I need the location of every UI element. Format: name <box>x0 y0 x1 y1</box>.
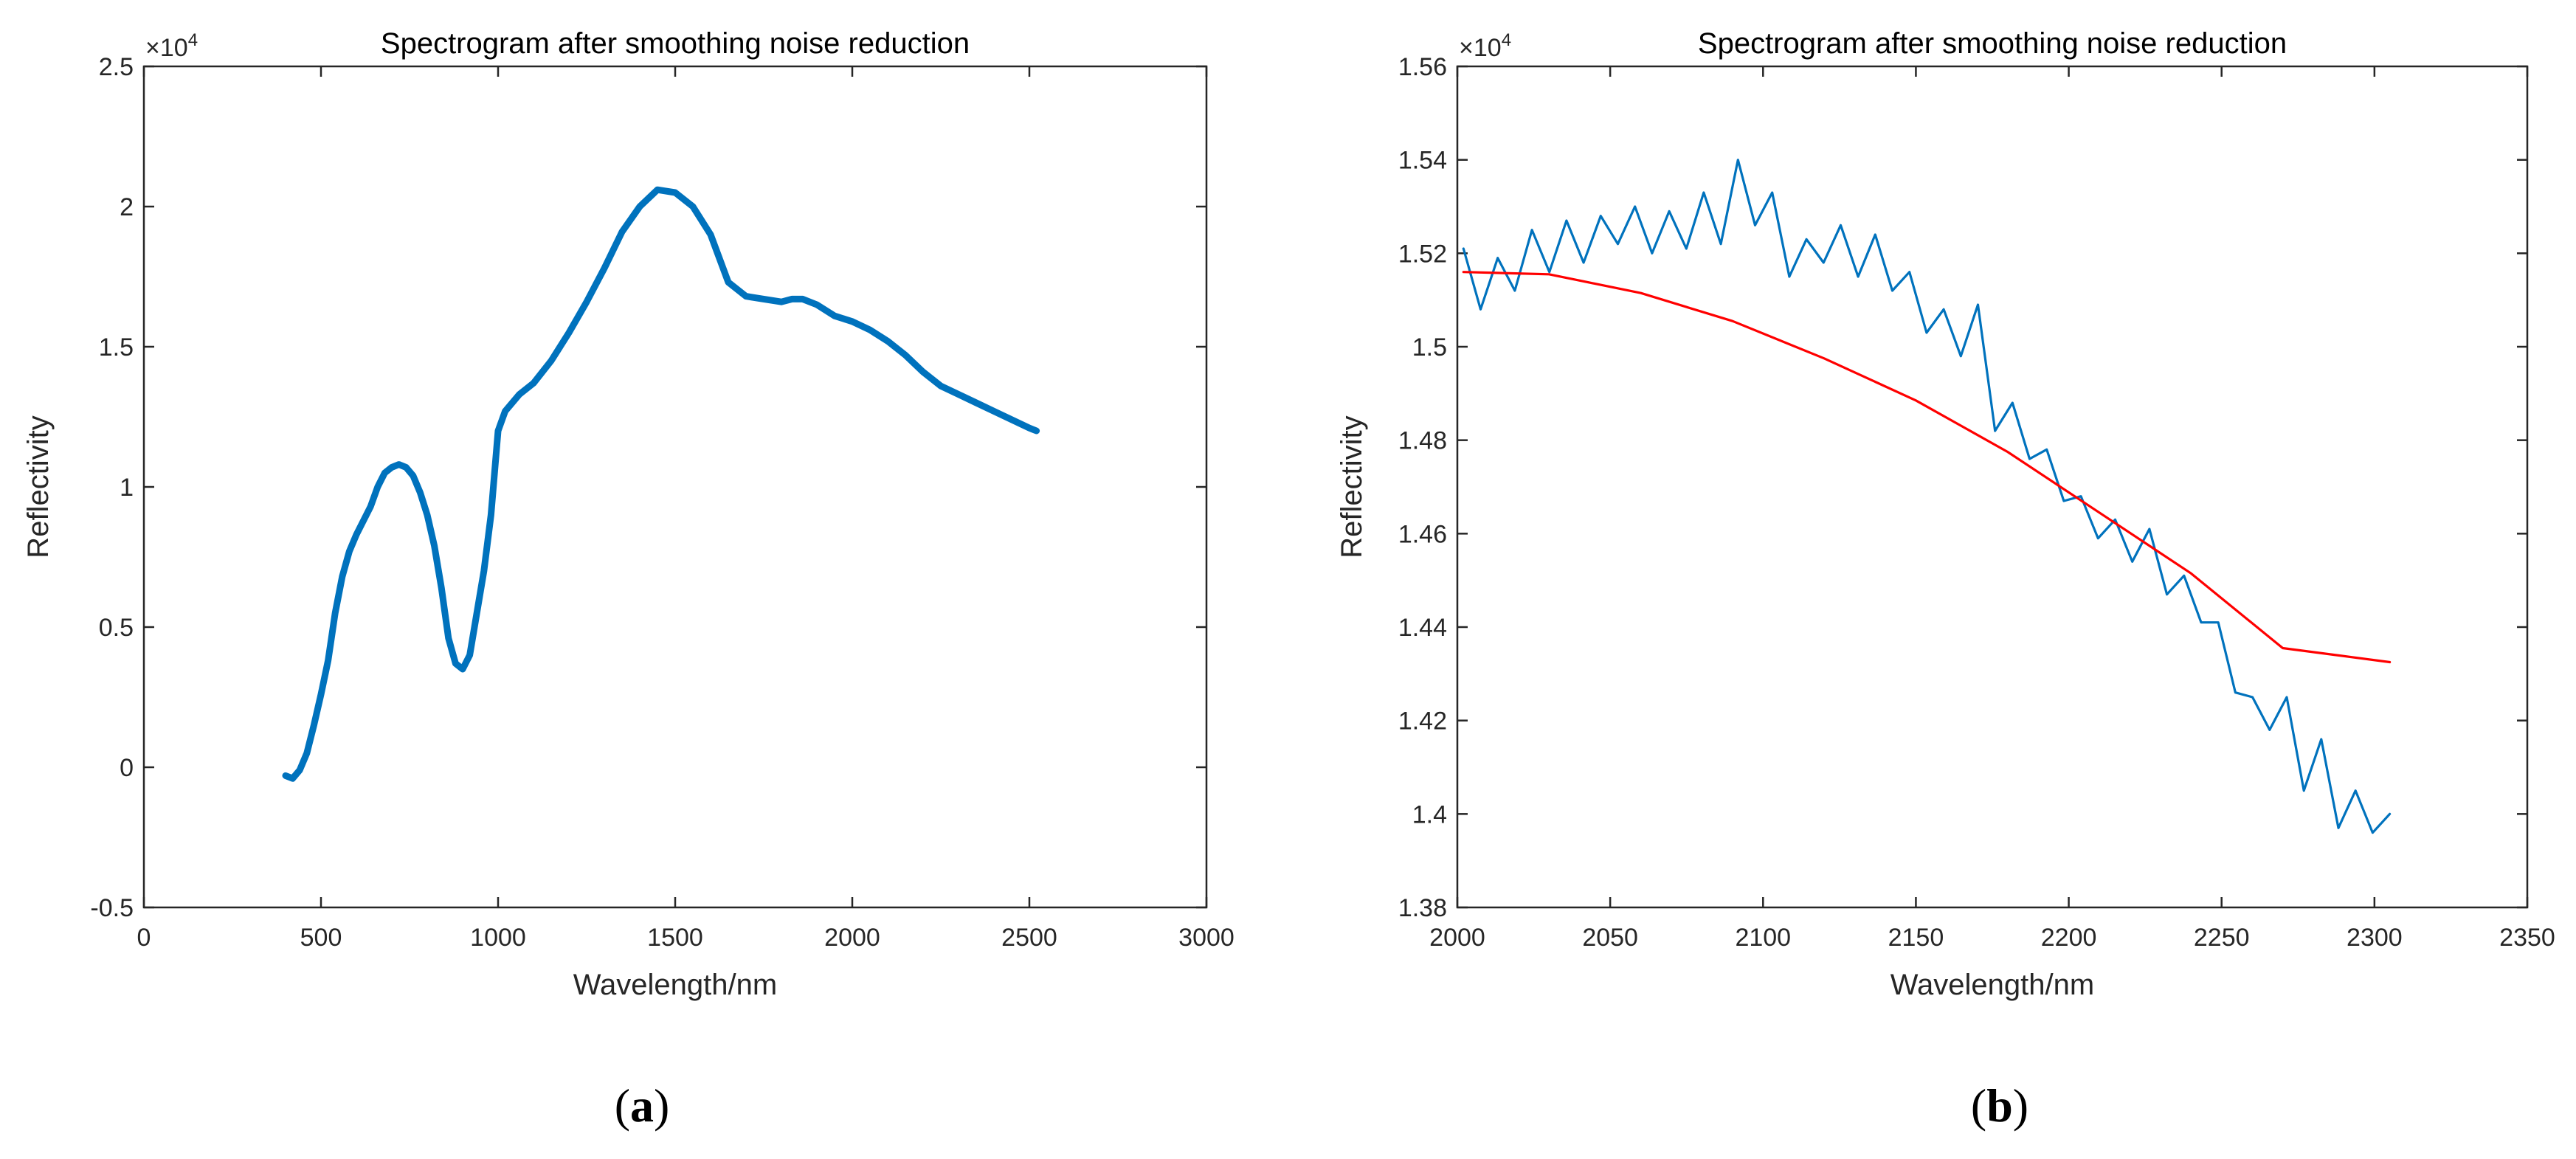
x-tick-label: 1500 <box>647 924 703 952</box>
y-tick-label: 1.44 <box>1398 614 1447 642</box>
x-tick-label: 2050 <box>1582 924 1638 952</box>
x-tick-label: 2000 <box>824 924 880 952</box>
x-tick-label: 2300 <box>2347 924 2403 952</box>
chart-title: Spectrogram after smoothing noise reduct… <box>1698 27 2287 60</box>
y-tick-label: 1 <box>120 474 134 502</box>
y-tick-label: 0 <box>120 754 134 782</box>
plot-frame <box>1456 65 2529 909</box>
y-tick-label: 1.5 <box>1412 333 1447 361</box>
x-tick-label: 500 <box>300 924 342 952</box>
y-tick-label: 1.52 <box>1398 240 1447 268</box>
y-tick-label: 1.56 <box>1398 53 1447 81</box>
series-line-1 <box>282 186 1040 782</box>
y-multiplier: ×104 <box>1459 30 1511 62</box>
y-tick-label: 1.48 <box>1398 427 1447 455</box>
panel-caption: (b) <box>1971 1079 2028 1132</box>
y-tick-label: 1.5 <box>99 333 134 361</box>
x-tick-label: 2350 <box>2499 924 2555 952</box>
y-tick-label: 1.42 <box>1398 707 1447 736</box>
y-multiplier: ×104 <box>145 30 198 62</box>
x-tick-label: 3000 <box>1178 924 1235 952</box>
y-tick-label: -0.5 <box>90 894 134 922</box>
y-tick-label: 2.5 <box>99 53 134 81</box>
x-tick-label: 2200 <box>2041 924 2097 952</box>
x-tick-label: 2250 <box>2194 924 2250 952</box>
x-tick-label: 2150 <box>1888 924 1944 952</box>
x-tick-label: 0 <box>137 924 151 952</box>
chart-title: Spectrogram after smoothing noise reduct… <box>381 27 970 60</box>
y-tick-label: 0.5 <box>99 614 134 642</box>
chart-panel-b: 2000 2050 2100 2150 2200 2250 2300 2350 1.38 1.4 1… <box>1336 27 2555 1001</box>
x-tick-label: 2500 <box>1001 924 1057 952</box>
y-tick-label: 1.54 <box>1398 147 1447 175</box>
x-axis-label: Wavelength/nm <box>1890 969 2094 1001</box>
series-line-1 <box>1462 159 2392 834</box>
y-axis-label: Reflectivity <box>1336 415 1368 558</box>
x-tick-label: 2000 <box>1429 924 1485 952</box>
series-line-2 <box>1462 271 2392 664</box>
x-axis-label: Wavelength/nm <box>573 969 777 1001</box>
panel-caption: (a) <box>615 1079 670 1132</box>
y-tick-label: 1.38 <box>1398 894 1447 922</box>
x-tick-label: 2100 <box>1735 924 1791 952</box>
y-tick-label: 1.4 <box>1412 800 1447 828</box>
x-tick-label: 1000 <box>470 924 526 952</box>
chart-panel-a: 0 500 1000 1500 2000 2500 3000-0.500.511.522.5… <box>22 27 1235 1001</box>
y-tick-label: 2 <box>120 193 134 221</box>
y-axis-label: Reflectivity <box>22 415 55 558</box>
y-tick-label: 1.46 <box>1398 520 1447 548</box>
